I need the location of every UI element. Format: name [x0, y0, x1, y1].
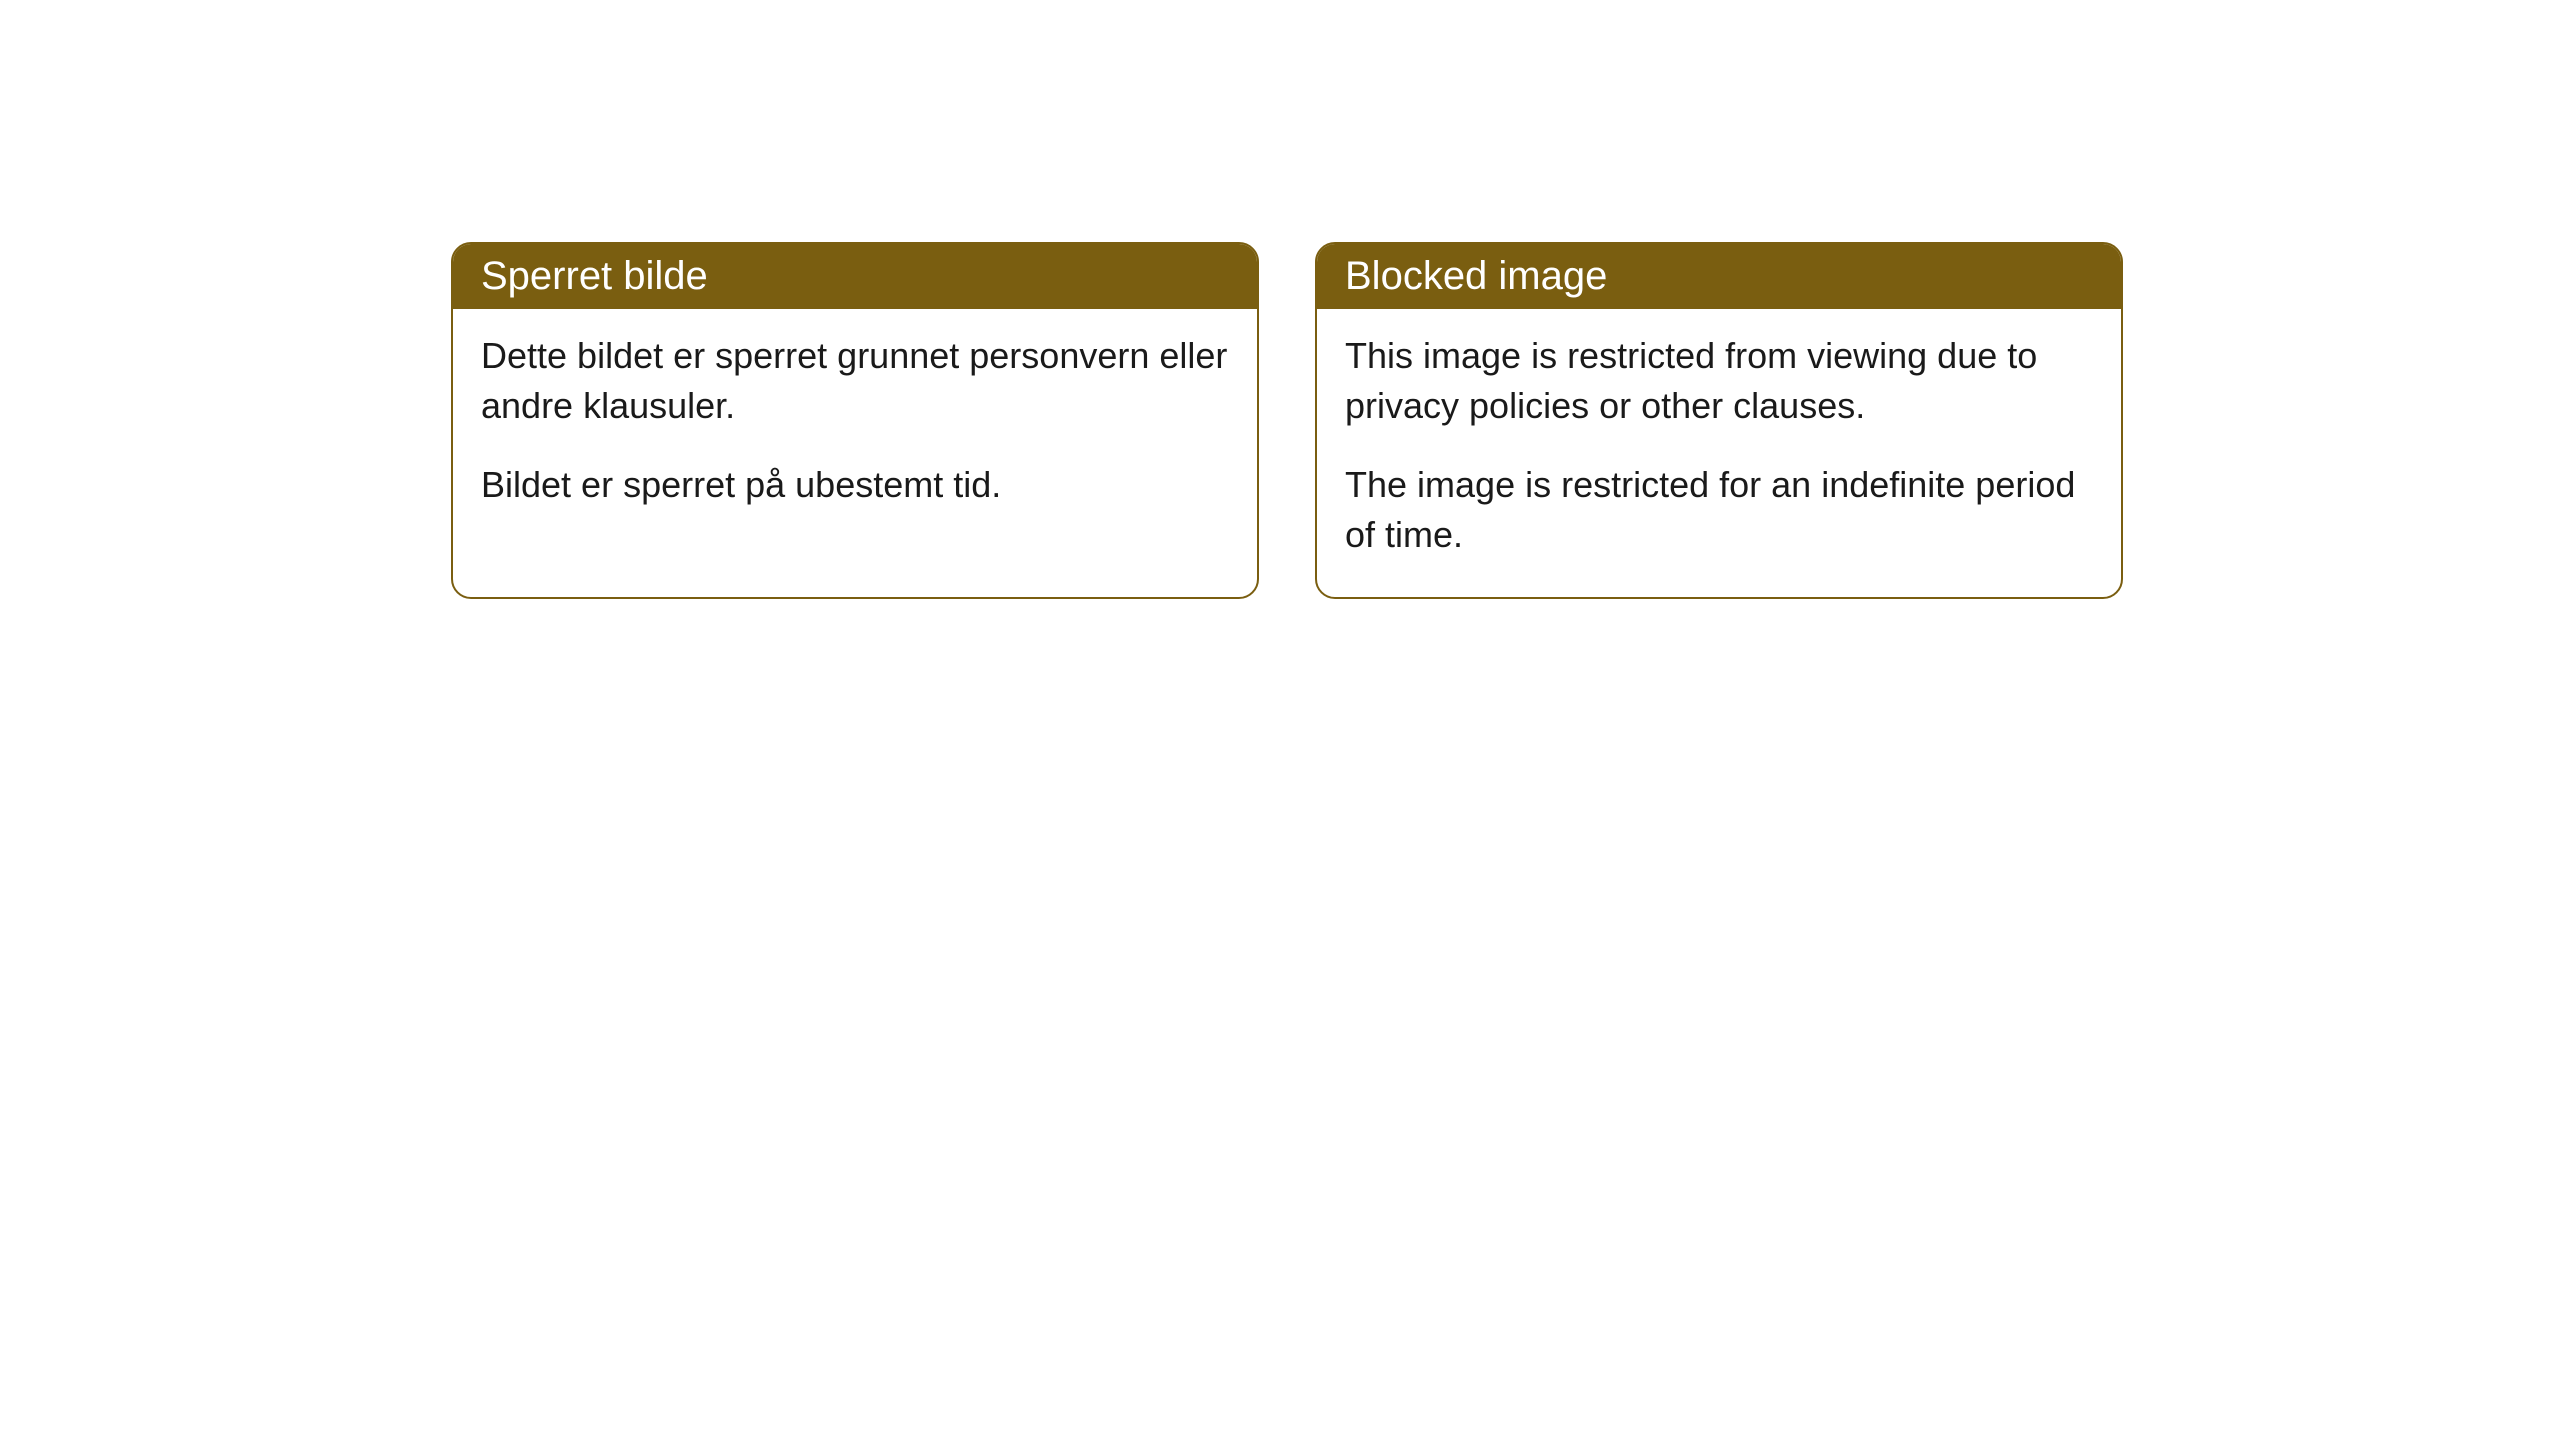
card-paragraph-1-en: This image is restricted from viewing du… — [1345, 331, 2093, 432]
notice-cards-container: Sperret bilde Dette bildet er sperret gr… — [451, 242, 2123, 599]
card-title-en: Blocked image — [1345, 254, 1607, 298]
card-paragraph-2-no: Bildet er sperret på ubestemt tid. — [481, 460, 1229, 510]
card-paragraph-2-en: The image is restricted for an indefinit… — [1345, 460, 2093, 561]
card-title-no: Sperret bilde — [481, 254, 708, 298]
card-body-no: Dette bildet er sperret grunnet personve… — [453, 309, 1257, 546]
card-body-en: This image is restricted from viewing du… — [1317, 309, 2121, 597]
blocked-image-card-no: Sperret bilde Dette bildet er sperret gr… — [451, 242, 1259, 599]
blocked-image-card-en: Blocked image This image is restricted f… — [1315, 242, 2123, 599]
card-paragraph-1-no: Dette bildet er sperret grunnet personve… — [481, 331, 1229, 432]
card-header-en: Blocked image — [1317, 244, 2121, 309]
card-header-no: Sperret bilde — [453, 244, 1257, 309]
